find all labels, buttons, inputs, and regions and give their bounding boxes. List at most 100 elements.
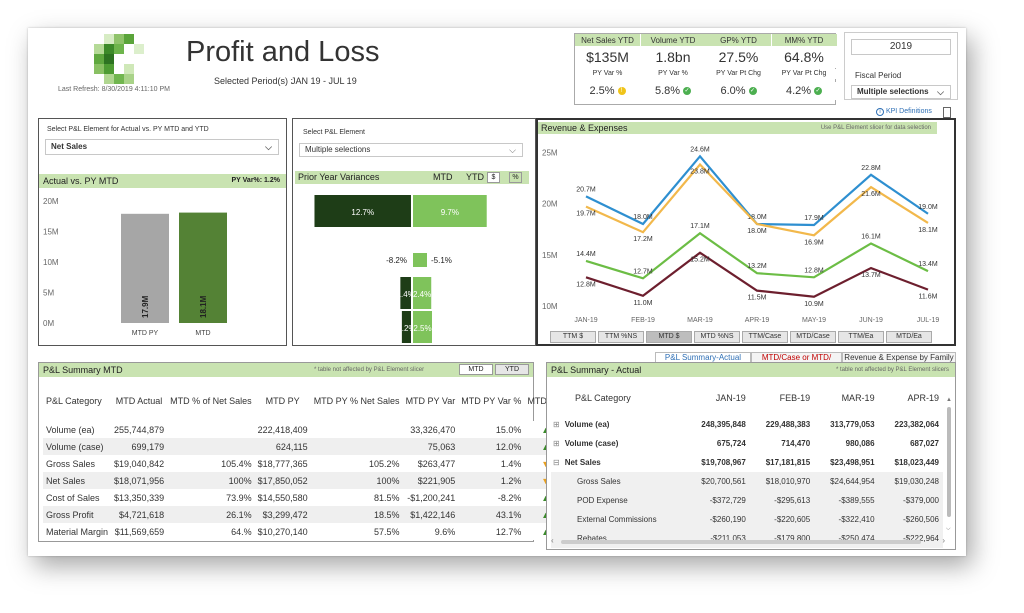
metric-button-ttm-ea[interactable]: TTM/Ea <box>838 331 884 343</box>
mtd-variance-bar[interactable] <box>401 311 411 343</box>
ytd-toggle[interactable]: YTD <box>495 364 529 375</box>
column-header[interactable]: MTD PY Var % <box>461 395 522 406</box>
dollar-toggle[interactable]: $ <box>487 172 500 183</box>
scroll-up-icon[interactable]: ▲ <box>946 397 952 403</box>
y-tick-label: 5M <box>43 289 54 298</box>
pl-element-dropdown[interactable]: Multiple selections ⌵ <box>299 143 523 157</box>
table-cell-var: 33,326,470 <box>402 421 459 438</box>
mtd-toggle[interactable]: MTD <box>459 364 493 375</box>
column-header[interactable]: P&L Category <box>46 395 102 406</box>
column-header[interactable]: MTD PY % Net Sales <box>313 395 400 406</box>
metric-button-ttm-ns[interactable]: TTM %NS <box>598 331 644 343</box>
column-header[interactable]: MTD PY Var <box>405 395 456 406</box>
ytd-variance-bar[interactable] <box>413 195 487 227</box>
ytd-variance-label: 2.5% <box>413 324 431 333</box>
element-select-dropdown[interactable]: Net Sales ⌵ <box>45 139 279 155</box>
table-cell-pct_ns: 26.1% <box>167 506 255 523</box>
table-cell-pct_ns: 100% <box>167 472 255 489</box>
x-tick-label: JUL-19 <box>917 317 940 324</box>
table-row[interactable]: Material Margin $11,569,659 64.% $10,270,14… <box>43 523 608 540</box>
column-header[interactable]: MTD % of Net Sales <box>170 395 252 406</box>
table-cell-cat: Gross Profit <box>43 506 112 523</box>
fiscal-year-input[interactable]: 2019 <box>851 39 951 55</box>
metric-button-ttm-case[interactable]: TTM/Case <box>742 331 788 343</box>
column-header[interactable]: JAN-19 <box>715 393 746 403</box>
scroll-thumb[interactable] <box>947 407 951 517</box>
selected-period-value: JAN 19 - JUL 19 <box>291 76 357 86</box>
metric-button-mtd-[interactable]: MTD $ <box>646 331 692 343</box>
row-label-cell: Gross Sales <box>551 472 685 491</box>
table-row[interactable]: Cost of Sales $13,350,339 73.9% $14,550,580… <box>43 489 608 506</box>
mtd-variance-bar[interactable] <box>314 195 411 227</box>
row-label-cell: POD Expense <box>551 491 685 510</box>
series-line-3[interactable] <box>585 251 929 298</box>
column-header[interactable]: MAR-19 <box>841 393 875 403</box>
expand-icon[interactable]: ⊞ <box>553 420 560 429</box>
mtd-variance-bar[interactable] <box>400 277 411 309</box>
percent-toggle[interactable]: % <box>509 172 522 183</box>
table-row[interactable]: ⊞ Volume (case) 675,724 714,470 980,086 687,0… <box>551 434 943 453</box>
row-label: Volume (ea) <box>564 420 610 429</box>
column-header[interactable]: P&L Category <box>575 393 631 403</box>
column-header[interactable]: FEB-19 <box>779 393 811 403</box>
page-icon[interactable] <box>943 107 951 118</box>
ytd-variance-bar[interactable] <box>413 253 427 267</box>
table-row[interactable]: Gross Sales $19,040,842 105.4% $18,777,365 1… <box>43 455 608 472</box>
table-row[interactable]: Gross Profit $4,721,618 26.1% $3,299,472 18.… <box>43 506 608 523</box>
table-cell-cat: Cost of Sales <box>43 489 112 506</box>
metric-button-mtd-case[interactable]: MTD/Case <box>790 331 836 343</box>
table-row[interactable]: ⊞ Volume (ea) 248,395,848 229,488,383 313,77… <box>551 415 943 434</box>
column-header[interactable]: MTD KPI <box>527 395 564 406</box>
scroll-right-icon[interactable]: › <box>942 536 945 545</box>
scroll-left-icon[interactable]: ‹ <box>551 536 554 545</box>
kpi-sub-value-text: 2.5% <box>589 85 615 97</box>
fiscal-period-dropdown[interactable]: Multiple selections ⌵ <box>851 85 951 99</box>
table-cell-actual: 699,179 <box>111 438 168 455</box>
chevron-down-icon: ⌵ <box>265 142 272 152</box>
table-row[interactable]: Gross Sales $20,700,561 $18,010,970 $24,644… <box>551 472 943 491</box>
horizontal-scrollbar[interactable]: ‹ › <box>551 536 945 546</box>
table-cell: -$211,053 <box>710 534 746 543</box>
metric-button-mtd-ea[interactable]: MTD/Ea <box>886 331 932 343</box>
table-cell: $19,708,967 <box>701 458 746 467</box>
column-header[interactable]: MTD PY <box>265 395 300 406</box>
column-header[interactable]: APR-19 <box>907 393 939 403</box>
table-row[interactable]: Volume (ea) 255,744,879 222,418,409 33,326,… <box>43 421 608 438</box>
table-cell: 687,027 <box>910 439 939 448</box>
ytd-variance-bar[interactable] <box>413 311 432 343</box>
x-tick-label: MTD <box>195 330 210 337</box>
metric-button-mtd-ns[interactable]: MTD %NS <box>694 331 740 343</box>
column-header[interactable]: MTD Actual <box>115 395 163 406</box>
x-tick-label: JUN-19 <box>859 317 883 324</box>
scroll-down-icon[interactable]: ⌵ <box>946 526 951 532</box>
row-label-cell: Rebates <box>551 529 685 548</box>
kpi-card-sub-value: 2.5%! <box>575 82 640 100</box>
bar-1[interactable] <box>179 212 227 323</box>
line-data-label: 13.2M <box>747 263 767 270</box>
metric-button-ttm-[interactable]: TTM $ <box>550 331 596 343</box>
table-cell-py: 624,115 <box>254 438 311 455</box>
ytd-variance-label: -5.1% <box>431 256 452 265</box>
table-row[interactable]: Net Sales $18,071,956 100% $17,850,052 100% $… <box>43 472 608 489</box>
table-cell-cat: Volume (ea) <box>43 421 112 438</box>
bar-0[interactable] <box>121 213 169 323</box>
collapse-icon[interactable]: ⊟ <box>553 458 560 467</box>
series-line-1[interactable] <box>585 162 929 237</box>
ytd-variance-bar[interactable] <box>413 277 432 309</box>
y-tick-label: 15M <box>43 228 59 237</box>
table-row[interactable]: POD Expense -$372,729 -$295,613 -$389,555 -$… <box>551 491 943 510</box>
table-cell-var: $263,477 <box>402 455 459 472</box>
kpi-definitions-link[interactable]: i KPI Definitions <box>876 108 932 116</box>
expand-icon[interactable]: ⊞ <box>553 439 560 448</box>
vertical-scrollbar[interactable]: ▲ ⌵ <box>945 397 953 533</box>
table-cell-actual: $19,040,842 <box>111 455 168 472</box>
table-row[interactable]: External Commissions -$260,190 -$220,605 -$… <box>551 510 943 529</box>
fiscal-period-label: Fiscal Period <box>855 71 902 80</box>
series-line-2[interactable] <box>585 231 929 280</box>
table-row[interactable]: ⊟ Net Sales $19,708,967 $17,181,815 $23,498,… <box>551 453 943 472</box>
metric-buttons: TTM $ TTM %NS MTD $ MTD %NS TTM/Case MTD/Case… <box>550 331 950 345</box>
scroll-thumb-horizontal[interactable] <box>561 540 921 544</box>
page-title: Profit and Loss <box>186 36 380 68</box>
